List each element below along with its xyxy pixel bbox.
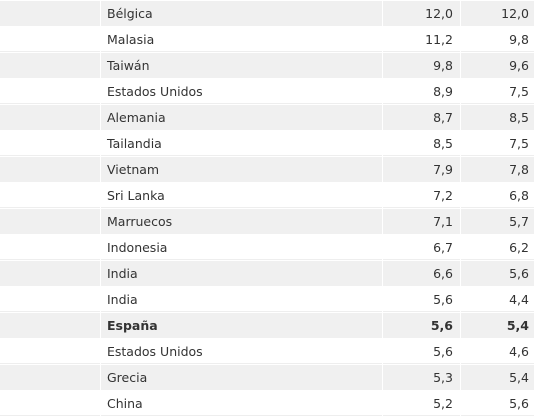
- country-cell: España: [101, 313, 382, 338]
- value-cell: 4,4: [461, 287, 534, 312]
- table-row: Tailandia 8,5 7,5: [0, 131, 534, 157]
- table-row: Malasia 11,2 9,8: [0, 27, 534, 53]
- value-cell: 7,5: [461, 79, 534, 104]
- value-cell: 5,7: [461, 209, 534, 234]
- country-cell: China: [101, 391, 382, 416]
- table-row: India 5,6 4,4: [0, 287, 534, 313]
- value-cell: 5,6: [461, 391, 534, 416]
- country-cell: Vietnam: [101, 157, 382, 182]
- value-cell: 7,5: [461, 131, 534, 156]
- country-cell: Alemania: [101, 105, 382, 130]
- value-cell: 9,8: [383, 53, 460, 78]
- value-cell: 9,6: [461, 53, 534, 78]
- empty-cell: [0, 365, 100, 390]
- country-cell: Bélgica: [101, 1, 382, 26]
- value-cell: 8,5: [461, 105, 534, 130]
- table-row: Marruecos 7,1 5,7: [0, 209, 534, 235]
- country-cell: India: [101, 287, 382, 312]
- value-cell: 5,6: [383, 339, 460, 364]
- value-cell: 11,2: [383, 27, 460, 52]
- value-cell: 6,7: [383, 235, 460, 260]
- table-row: Taiwán 9,8 9,6: [0, 53, 534, 79]
- country-cell: Estados Unidos: [101, 339, 382, 364]
- country-cell: Taiwán: [101, 53, 382, 78]
- value-cell: 7,1: [383, 209, 460, 234]
- country-cell: Tailandia: [101, 131, 382, 156]
- table-row: España 5,6 5,4: [0, 313, 534, 339]
- value-cell: 6,2: [461, 235, 534, 260]
- value-cell: 8,5: [383, 131, 460, 156]
- country-cell: India: [101, 261, 382, 286]
- empty-cell: [0, 261, 100, 286]
- empty-cell: [0, 235, 100, 260]
- empty-cell: [0, 287, 100, 312]
- country-cell: Grecia: [101, 365, 382, 390]
- table-row: Indonesia 6,7 6,2: [0, 235, 534, 261]
- table-row: Bélgica 12,0 12,0: [0, 1, 534, 27]
- empty-cell: [0, 27, 100, 52]
- value-cell: 4,6: [461, 339, 534, 364]
- value-cell: 9,8: [461, 27, 534, 52]
- empty-cell: [0, 157, 100, 182]
- table-row: Alemania 8,7 8,5: [0, 105, 534, 131]
- value-cell: 7,9: [383, 157, 460, 182]
- country-cell: Indonesia: [101, 235, 382, 260]
- value-cell: 8,9: [383, 79, 460, 104]
- empty-cell: [0, 131, 100, 156]
- value-cell: 5,6: [383, 287, 460, 312]
- value-cell: 6,8: [461, 183, 534, 208]
- empty-cell: [0, 313, 100, 338]
- table-row: Estados Unidos 8,9 7,5: [0, 79, 534, 105]
- table-row: India 6,6 5,6: [0, 261, 534, 287]
- table-row: China 5,2 5,6: [0, 391, 534, 417]
- value-cell: 5,6: [461, 261, 534, 286]
- empty-cell: [0, 79, 100, 104]
- country-cell: Estados Unidos: [101, 79, 382, 104]
- value-cell: 5,4: [461, 313, 534, 338]
- empty-cell: [0, 1, 100, 26]
- value-cell: 5,3: [383, 365, 460, 390]
- table-row: Vietnam 7,9 7,8: [0, 157, 534, 183]
- empty-cell: [0, 209, 100, 234]
- value-cell: 5,6: [383, 313, 460, 338]
- table-row: Estados Unidos 5,6 4,6: [0, 339, 534, 365]
- table-row: Grecia 5,3 5,4: [0, 365, 534, 391]
- value-cell: 7,2: [383, 183, 460, 208]
- empty-cell: [0, 339, 100, 364]
- value-cell: 12,0: [461, 1, 534, 26]
- empty-cell: [0, 391, 100, 416]
- value-cell: 5,2: [383, 391, 460, 416]
- empty-cell: [0, 105, 100, 130]
- value-cell: 8,7: [383, 105, 460, 130]
- value-cell: 6,6: [383, 261, 460, 286]
- table-row: Sri Lanka 7,2 6,8: [0, 183, 534, 209]
- empty-cell: [0, 53, 100, 78]
- country-cell: Marruecos: [101, 209, 382, 234]
- country-cell: Malasia: [101, 27, 382, 52]
- value-cell: 12,0: [383, 1, 460, 26]
- value-cell: 5,4: [461, 365, 534, 390]
- value-cell: 7,8: [461, 157, 534, 182]
- empty-cell: [0, 183, 100, 208]
- country-cell: Sri Lanka: [101, 183, 382, 208]
